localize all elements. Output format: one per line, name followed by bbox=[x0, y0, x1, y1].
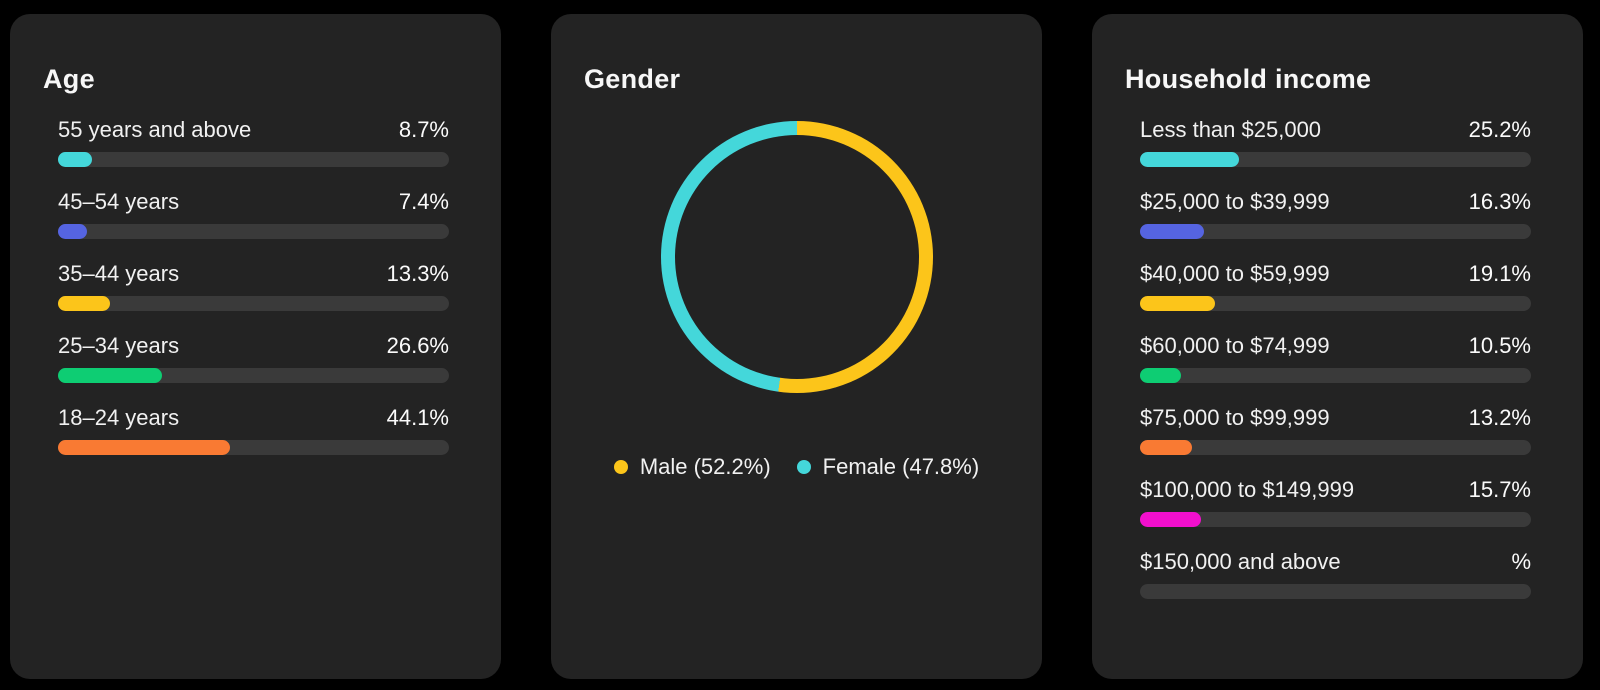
household-income-card: Household income Less than $25,000 25.2%… bbox=[1092, 14, 1583, 679]
age-bar-list: 55 years and above 8.7% 45–54 years 7.4% bbox=[43, 115, 468, 455]
row-value: 13.2% bbox=[1468, 405, 1531, 430]
stat-row: 18–24 years 44.1% bbox=[58, 403, 449, 455]
bar-track bbox=[58, 368, 449, 383]
gender-donut-chart bbox=[660, 121, 933, 393]
row-value: 26.6% bbox=[386, 333, 449, 358]
row-label: 18–24 years bbox=[58, 405, 180, 430]
row-label: 45–54 years bbox=[58, 189, 180, 214]
gender-card-title: Gender bbox=[584, 64, 681, 94]
legend-dot-male bbox=[613, 460, 628, 474]
bar-fill bbox=[58, 368, 162, 383]
age-card-title: Age bbox=[43, 64, 95, 94]
stat-row-head: 25–34 years 26.6% bbox=[58, 331, 449, 360]
row-label: 55 years and above bbox=[58, 117, 252, 142]
bar-fill bbox=[58, 152, 93, 167]
stat-row: 35–44 years 13.3% bbox=[58, 259, 449, 311]
stat-row-head: $100,000 to $149,999 15.7% bbox=[1140, 475, 1531, 504]
bar-track bbox=[58, 296, 449, 311]
row-label: 25–34 years bbox=[58, 333, 180, 358]
row-label: $60,000 to $74,999 bbox=[1140, 333, 1330, 358]
bar-track bbox=[58, 224, 449, 239]
bar-track bbox=[58, 152, 449, 167]
row-value: 19.1% bbox=[1468, 261, 1531, 286]
stat-row: Less than $25,000 25.2% bbox=[1140, 115, 1531, 167]
row-value: 25.2% bbox=[1468, 117, 1531, 142]
bar-track bbox=[1140, 152, 1531, 167]
bar-track bbox=[1140, 368, 1531, 383]
bar-fill bbox=[1140, 224, 1204, 239]
bar-track bbox=[1140, 584, 1531, 599]
legend-label-female: Female (47.8%) bbox=[822, 454, 980, 479]
bar-track bbox=[58, 440, 449, 455]
row-value: 10.5% bbox=[1468, 333, 1531, 358]
bar-track bbox=[1140, 440, 1531, 455]
bar-track bbox=[1140, 512, 1531, 527]
row-value: % bbox=[1511, 549, 1531, 574]
stat-row: 55 years and above 8.7% bbox=[58, 115, 449, 167]
bar-fill bbox=[1140, 296, 1215, 311]
row-label: $75,000 to $99,999 bbox=[1140, 405, 1330, 430]
stat-row-head: $40,000 to $59,999 19.1% bbox=[1140, 259, 1531, 288]
gender-card: Gender Male (52.2%) Female (47.8%) bbox=[551, 14, 1042, 679]
legend-dot-female bbox=[796, 460, 811, 474]
row-label: $25,000 to $39,999 bbox=[1140, 189, 1330, 214]
row-value: 44.1% bbox=[386, 405, 449, 430]
row-label: $150,000 and above bbox=[1140, 549, 1341, 574]
stat-row-head: $150,000 and above % bbox=[1140, 547, 1531, 576]
bar-fill bbox=[1140, 512, 1202, 527]
age-card: Age 55 years and above 8.7% 45–54 years … bbox=[10, 14, 501, 679]
stat-row-head: 35–44 years 13.3% bbox=[58, 259, 449, 288]
stat-row: $25,000 to $39,999 16.3% bbox=[1140, 187, 1531, 239]
row-value: 7.4% bbox=[398, 189, 449, 214]
gender-legend: Male (52.2%) Female (47.8%) bbox=[584, 453, 1009, 481]
donut-hole bbox=[674, 135, 919, 379]
bar-fill bbox=[58, 296, 110, 311]
stat-row-head: $75,000 to $99,999 13.2% bbox=[1140, 403, 1531, 432]
stat-row: $75,000 to $99,999 13.2% bbox=[1140, 403, 1531, 455]
stat-row-head: $60,000 to $74,999 10.5% bbox=[1140, 331, 1531, 360]
bar-fill bbox=[58, 440, 231, 455]
household-income-bar-list: Less than $25,000 25.2% $25,000 to $39,9… bbox=[1125, 115, 1550, 599]
stat-row: 45–54 years 7.4% bbox=[58, 187, 449, 239]
row-value: 8.7% bbox=[398, 117, 449, 142]
stat-row: $40,000 to $59,999 19.1% bbox=[1140, 259, 1531, 311]
bar-track bbox=[1140, 224, 1531, 239]
stat-row-head: $25,000 to $39,999 16.3% bbox=[1140, 187, 1531, 216]
row-value: 13.3% bbox=[386, 261, 449, 286]
stat-row: $60,000 to $74,999 10.5% bbox=[1140, 331, 1531, 383]
bar-fill bbox=[58, 224, 87, 239]
legend-item-male: Male (52.2%) bbox=[613, 453, 771, 481]
stat-row-head: 45–54 years 7.4% bbox=[58, 187, 449, 216]
row-value: 15.7% bbox=[1468, 477, 1531, 502]
row-label: Less than $25,000 bbox=[1140, 117, 1322, 142]
household-income-card-title: Household income bbox=[1125, 64, 1372, 94]
stat-row-head: Less than $25,000 25.2% bbox=[1140, 115, 1531, 144]
stat-row: $150,000 and above % bbox=[1140, 547, 1531, 599]
bar-fill bbox=[1140, 368, 1182, 383]
row-label: $40,000 to $59,999 bbox=[1140, 261, 1330, 286]
stat-row-head: 55 years and above 8.7% bbox=[58, 115, 449, 144]
row-label: $100,000 to $149,999 bbox=[1140, 477, 1355, 502]
row-value: 16.3% bbox=[1468, 189, 1531, 214]
stat-row: $100,000 to $149,999 15.7% bbox=[1140, 475, 1531, 527]
bar-track bbox=[1140, 296, 1531, 311]
stat-row-head: 18–24 years 44.1% bbox=[58, 403, 449, 432]
legend-item-female: Female (47.8%) bbox=[796, 453, 980, 481]
bar-fill bbox=[1140, 152, 1239, 167]
legend-label-male: Male (52.2%) bbox=[639, 454, 771, 479]
stat-row: 25–34 years 26.6% bbox=[58, 331, 449, 383]
row-label: 35–44 years bbox=[58, 261, 180, 286]
bar-fill bbox=[1140, 440, 1192, 455]
